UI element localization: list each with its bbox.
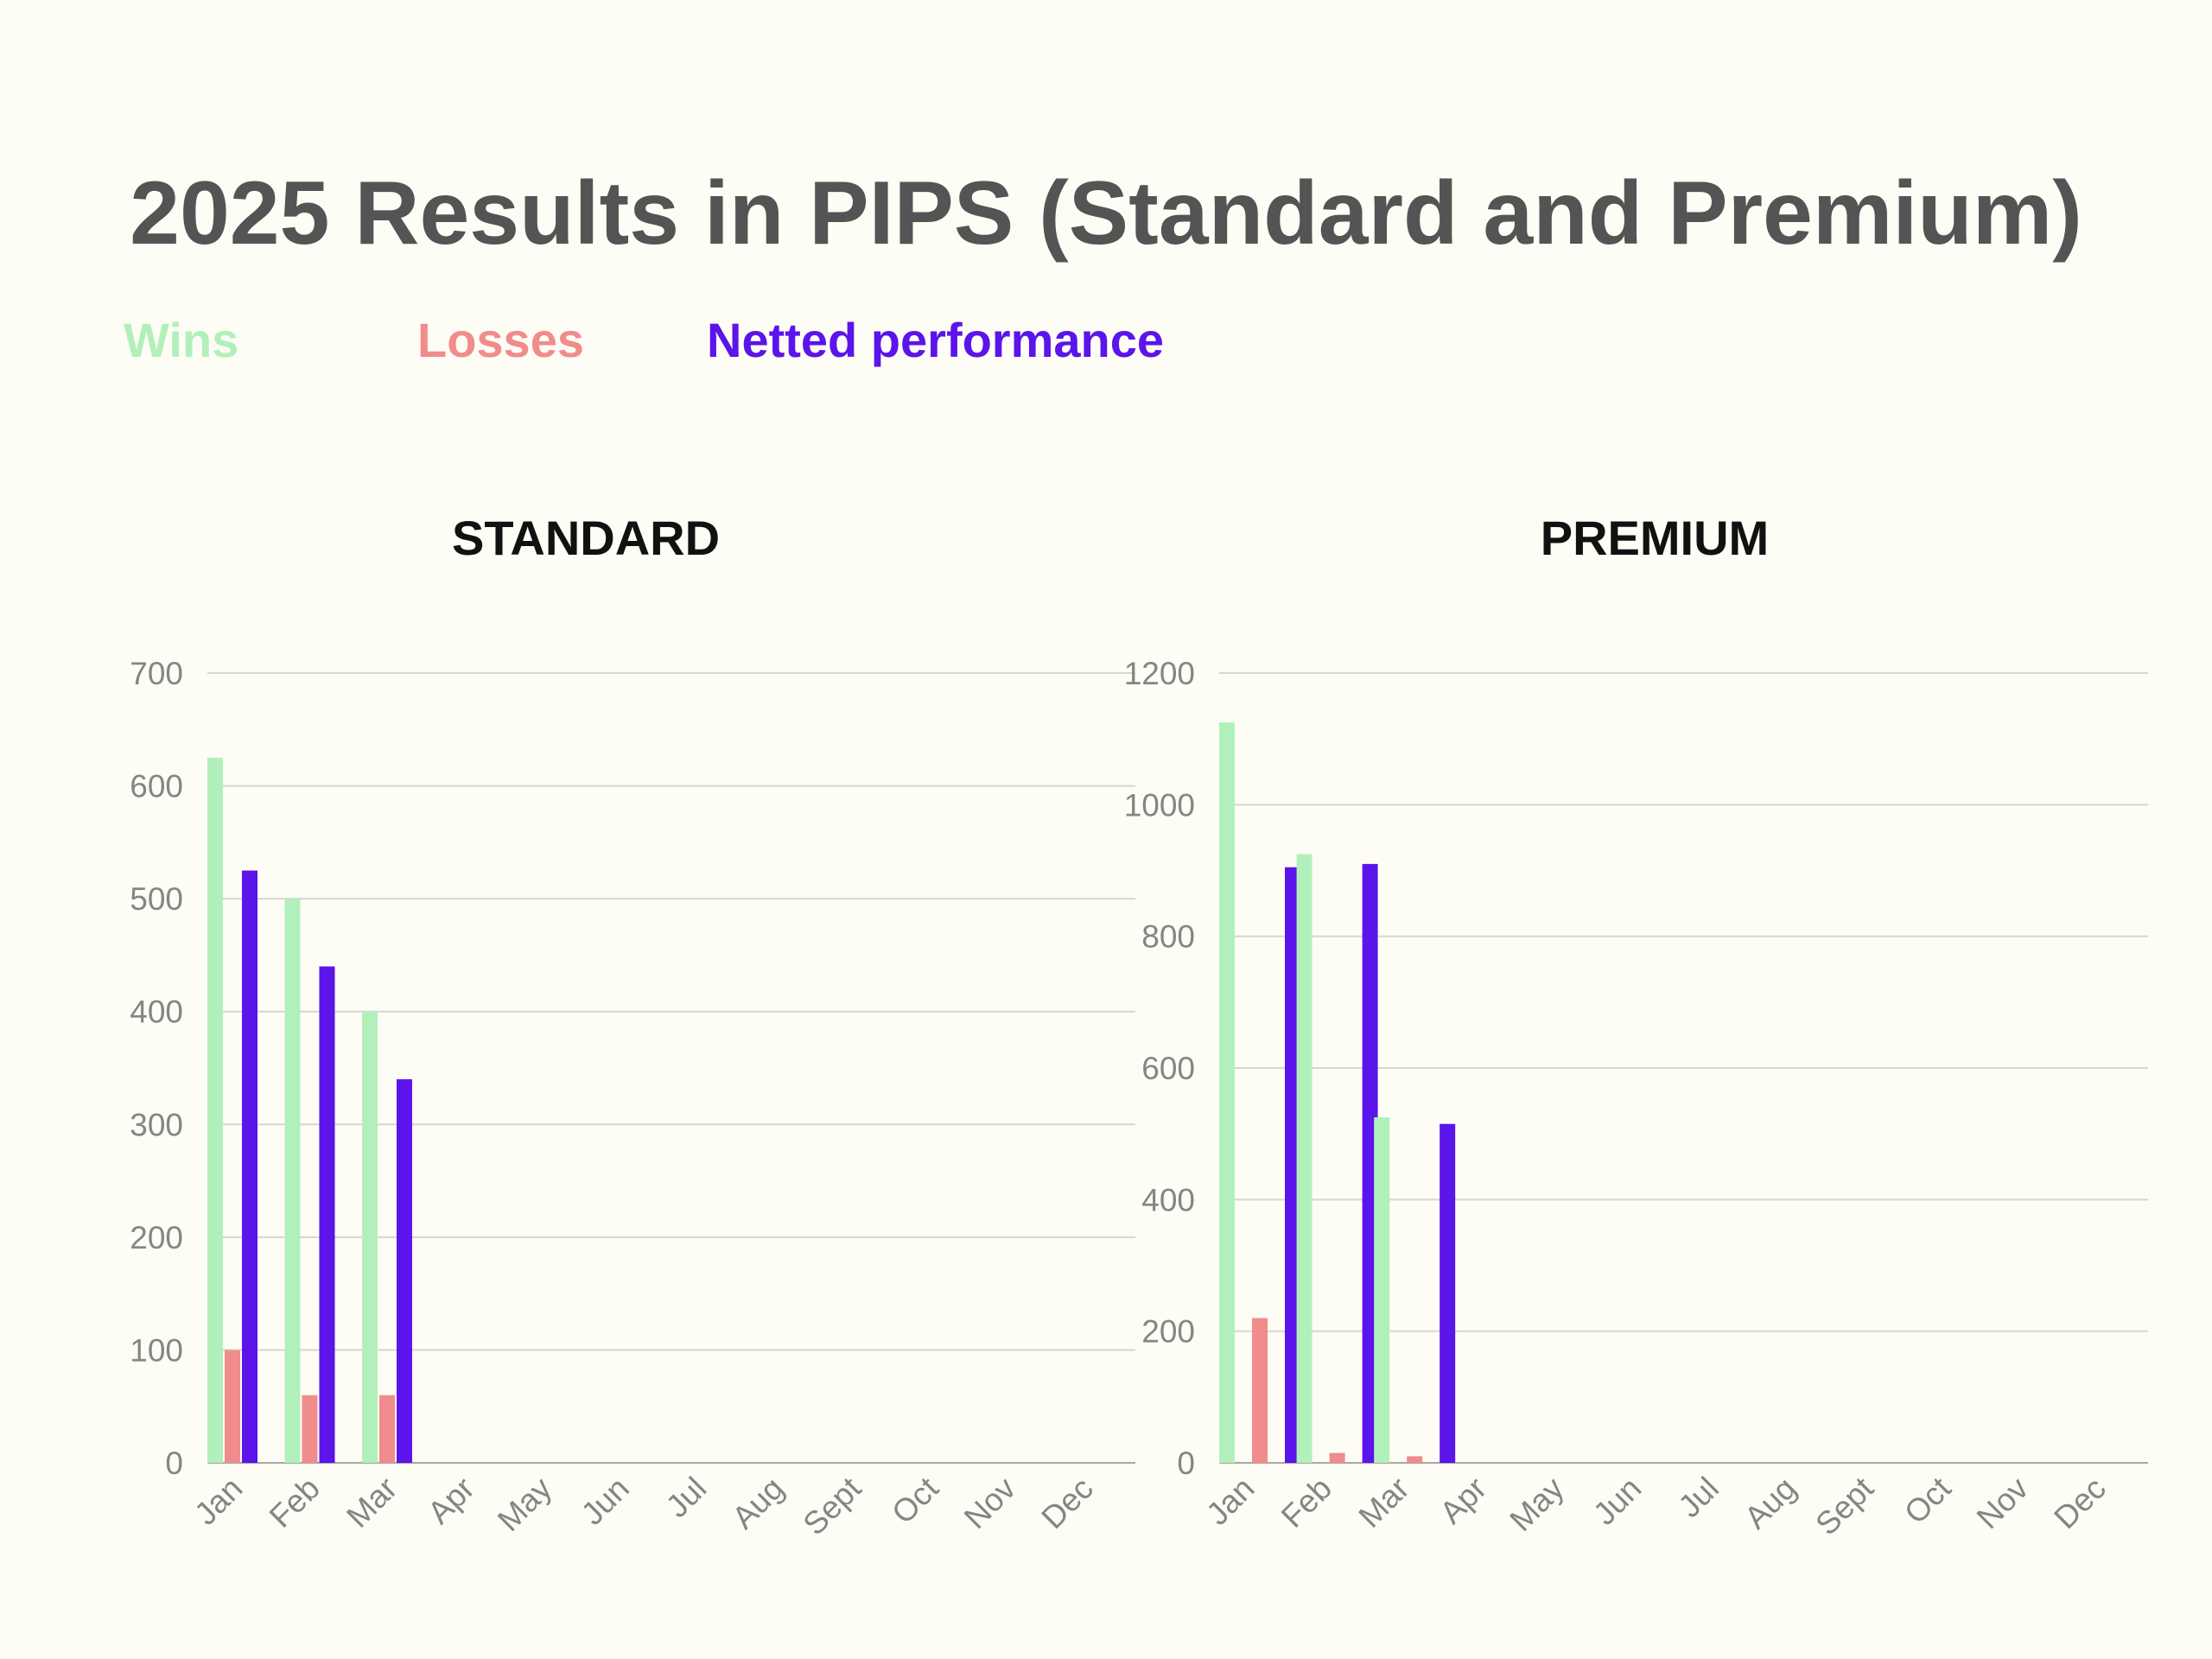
premium-x-tick-label: Sept bbox=[1808, 1470, 1880, 1541]
premium-y-tick-label: 0 bbox=[1177, 1446, 1195, 1481]
standard-x-tick-label: Mar bbox=[340, 1471, 404, 1535]
premium-bar-netted-performance-mar bbox=[1440, 1123, 1456, 1463]
premium-bar-losses-feb bbox=[1329, 1452, 1345, 1463]
standard-x-tick-label: Oct bbox=[885, 1470, 945, 1530]
standard-bar-wins-mar bbox=[362, 1011, 378, 1463]
premium-bar-netted-performance-jan bbox=[1285, 867, 1300, 1463]
premium-x-tick-label: Mar bbox=[1352, 1471, 1416, 1535]
premium-x-tick-label: Oct bbox=[1897, 1470, 1958, 1530]
legend-losses: Losses bbox=[417, 312, 584, 367]
premium-bar-wins-feb bbox=[1296, 854, 1313, 1463]
standard-x-tick-label: Aug bbox=[725, 1471, 791, 1536]
standard-x-tick-label: Apr bbox=[421, 1471, 481, 1531]
premium-y-tick-label: 1000 bbox=[1124, 787, 1195, 823]
premium-x-tick-label: Aug bbox=[1738, 1471, 1803, 1536]
premium-bar-wins-mar bbox=[1374, 1117, 1390, 1463]
standard-bar-wins-feb bbox=[284, 899, 301, 1463]
premium-y-tick-label: 400 bbox=[1141, 1182, 1195, 1217]
premium-x-tick-label: Jun bbox=[1586, 1471, 1648, 1532]
standard-bar-losses-feb bbox=[302, 1395, 318, 1463]
standard-x-tick-label: May bbox=[491, 1470, 559, 1538]
standard-bar-netted-performance-feb bbox=[319, 966, 335, 1463]
premium-y-tick-label: 1200 bbox=[1124, 656, 1195, 691]
standard-y-tick-label: 300 bbox=[130, 1107, 183, 1142]
legend-wins: Wins bbox=[124, 312, 239, 367]
premium-y-tick-label: 200 bbox=[1141, 1314, 1195, 1350]
page-title: 2025 Results in PIPS (Standard and Premi… bbox=[130, 163, 2082, 264]
standard-chart-title: STANDARD bbox=[451, 511, 721, 565]
premium-y-tick-label: 800 bbox=[1141, 919, 1195, 955]
standard-y-tick-label: 100 bbox=[130, 1332, 183, 1368]
premium-bar-netted-performance-feb bbox=[1362, 863, 1378, 1463]
premium-chart-title: PREMIUM bbox=[1540, 511, 1770, 565]
standard-bar-losses-mar bbox=[379, 1395, 395, 1463]
standard-y-tick-label: 400 bbox=[130, 995, 183, 1030]
standard-y-tick-label: 200 bbox=[130, 1220, 183, 1255]
premium-x-tick-label: Dec bbox=[2047, 1471, 2113, 1536]
standard-x-tick-label: Jun bbox=[575, 1471, 636, 1532]
standard-x-tick-label: Feb bbox=[263, 1471, 327, 1535]
premium-x-tick-label: Nov bbox=[1970, 1470, 2036, 1535]
premium-bar-wins-jan bbox=[1219, 722, 1235, 1463]
standard-bar-losses-jan bbox=[225, 1350, 240, 1463]
standard-x-tick-label: Dec bbox=[1034, 1471, 1100, 1536]
standard-y-tick-label: 0 bbox=[165, 1446, 183, 1481]
standard-y-tick-label: 500 bbox=[130, 881, 183, 917]
standard-bar-netted-performance-mar bbox=[397, 1079, 412, 1463]
standard-chart: 0 100 200 300 400 500 600 700 Jan Feb Mar Apr May Jun… bbox=[130, 656, 1135, 1541]
standard-bar-netted-performance-jan bbox=[242, 870, 257, 1463]
legend: Wins Losses Netted performance bbox=[124, 309, 1164, 370]
standard-x-tick-label: Sept bbox=[797, 1470, 868, 1541]
standard-bar-wins-jan bbox=[207, 757, 223, 1463]
premium-x-tick-label: Feb bbox=[1274, 1471, 1338, 1535]
premium-x-tick-label: Jul bbox=[1672, 1471, 1726, 1524]
premium-y-tick-label: 600 bbox=[1141, 1051, 1195, 1086]
standard-x-tick-label: Jan bbox=[188, 1471, 249, 1532]
legend-netted-performance: Netted performance bbox=[707, 312, 1165, 367]
premium-bar-losses-jan bbox=[1252, 1318, 1268, 1463]
standard-x-tick-label: Jul bbox=[659, 1471, 713, 1524]
premium-bar-losses-mar bbox=[1407, 1456, 1423, 1463]
premium-x-tick-label: Apr bbox=[1433, 1471, 1493, 1531]
premium-x-tick-label: May bbox=[1503, 1470, 1571, 1538]
premium-x-tick-label: Jan bbox=[1199, 1471, 1261, 1532]
standard-y-tick-label: 600 bbox=[130, 769, 183, 804]
standard-x-tick-label: Nov bbox=[957, 1470, 1023, 1535]
standard-y-tick-label: 700 bbox=[130, 656, 183, 691]
premium-chart: 0 200 400 600 800 1000 1200 Jan Feb Mar Apr May Jun J… bbox=[1124, 656, 2148, 1541]
